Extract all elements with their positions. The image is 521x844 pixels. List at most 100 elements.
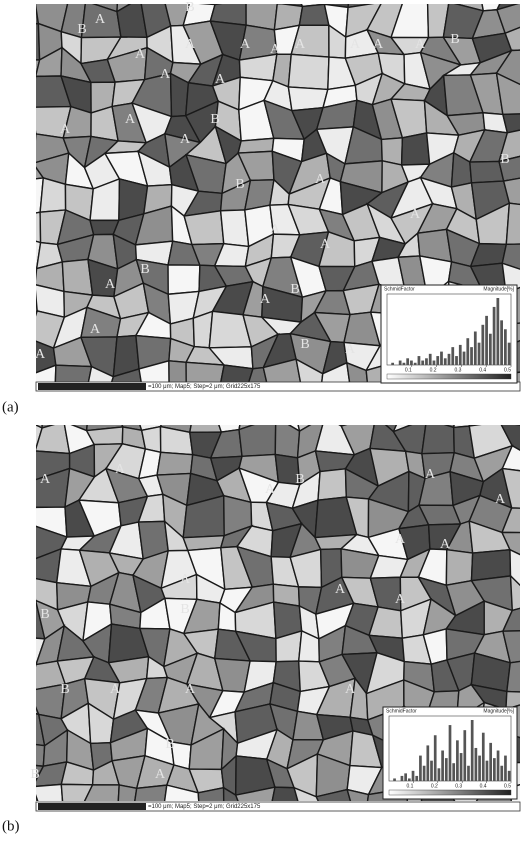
grain	[341, 395, 375, 426]
histogram-bar	[408, 778, 411, 781]
scale-bar	[38, 803, 146, 810]
grain-label: A	[335, 582, 346, 597]
grain	[454, 398, 474, 428]
histogram-bar	[414, 363, 417, 365]
grain	[498, 396, 521, 428]
grain	[186, 815, 224, 839]
grain	[8, 338, 30, 375]
grain	[419, 388, 459, 413]
grain-label: A	[60, 122, 71, 137]
inset-tick-label: 0.3	[455, 783, 462, 789]
histogram-bar	[508, 771, 511, 781]
grain-label: A	[415, 37, 426, 52]
grain-label: A	[240, 37, 251, 52]
grain	[144, 399, 169, 428]
grain	[319, 402, 353, 426]
grain	[2, 60, 40, 90]
grain	[321, 404, 344, 426]
histogram-bar	[449, 725, 452, 781]
grain-label: A	[373, 37, 384, 52]
inset-tick-label: 0.5	[504, 783, 511, 789]
grain	[2, 232, 41, 268]
inset-title: SchmidFactor	[386, 708, 417, 714]
grain	[215, 0, 247, 5]
grain	[268, 392, 303, 416]
grain	[66, 0, 85, 1]
grain-label: A	[345, 342, 356, 357]
grain	[162, 815, 200, 839]
inset-tick-label: 0.2	[431, 783, 438, 789]
grain	[5, 470, 33, 510]
grain	[269, 811, 303, 839]
grain	[27, 811, 63, 839]
grain	[186, 390, 219, 424]
grain	[169, 361, 186, 401]
grain	[11, 0, 38, 25]
grain	[42, 393, 70, 428]
grain-label: A	[35, 347, 46, 362]
grain	[421, 809, 459, 839]
grain	[239, 417, 276, 456]
histogram-bar	[412, 771, 415, 781]
grain	[158, 390, 190, 425]
grain-label: B	[295, 472, 304, 487]
grain-label: B	[300, 337, 309, 352]
histogram-bar	[401, 776, 404, 781]
grain	[190, 398, 222, 432]
inset-tick-label: 0.2	[430, 367, 437, 373]
grain-label: A	[215, 72, 226, 87]
histogram-bar	[460, 753, 463, 781]
inset-tick-label: 0.4	[480, 783, 487, 789]
grain	[18, 665, 36, 691]
grain-label: B	[140, 262, 149, 277]
grain	[2, 24, 40, 61]
grain	[275, 417, 299, 458]
grain-label: A	[95, 12, 106, 27]
grain-label: A	[110, 682, 121, 697]
page: BABAAAAAAAAABAAABABBAAAABABAABAA=100 μm;…	[0, 0, 521, 844]
inset-tick-label: 0.1	[406, 783, 413, 789]
grain-label: A	[440, 537, 451, 552]
histogram-bar	[438, 768, 441, 781]
grain	[15, 550, 32, 578]
grain-label: A	[345, 682, 356, 697]
scale-bar-text: =100 μm; Map5; Step=2 μm; Grid225x175	[148, 804, 261, 810]
grain-label: A	[160, 67, 171, 82]
histogram-bar	[489, 334, 492, 365]
histogram-bar	[481, 325, 484, 365]
inset-right-title: Magnitude[%]	[483, 708, 514, 714]
grain	[80, 811, 118, 839]
grain	[506, 203, 521, 244]
histogram-bar	[418, 356, 421, 365]
grain	[508, 811, 521, 839]
grain-label: A	[125, 112, 136, 127]
grain-label: B	[450, 32, 459, 47]
histogram-bar	[500, 766, 503, 781]
grain	[7, 132, 36, 165]
grain	[4, 451, 35, 481]
histogram-bar	[430, 761, 433, 781]
histogram-bar	[475, 748, 478, 781]
grain	[236, 392, 270, 416]
histogram-bar	[478, 756, 481, 781]
grain-label: A	[350, 37, 361, 52]
grain-label: A	[90, 322, 101, 337]
grain	[3, 285, 37, 320]
histogram-bar	[482, 733, 485, 781]
grain-label: A	[155, 767, 166, 782]
grain-label: A	[135, 47, 146, 62]
grain-label: A	[410, 207, 421, 222]
histogram-bar	[500, 320, 503, 365]
grain	[2, 212, 41, 242]
histogram-bar	[425, 358, 428, 365]
grain-label: B	[165, 737, 174, 752]
grain	[392, 809, 433, 839]
grain	[87, 427, 123, 445]
grain	[366, 398, 408, 423]
grain	[56, 811, 88, 839]
histogram-bar	[436, 356, 439, 365]
histogram-bar	[421, 361, 424, 365]
grain-label: B	[40, 607, 49, 622]
grain-label: A	[180, 572, 191, 587]
histogram-bar	[508, 343, 511, 365]
